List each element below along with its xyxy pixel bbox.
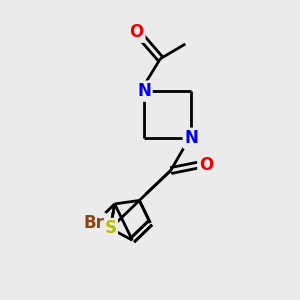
Text: Br: Br [84, 214, 104, 232]
Text: O: O [199, 156, 213, 174]
Text: N: N [184, 129, 198, 147]
Text: N: N [137, 82, 151, 100]
Text: S: S [104, 220, 116, 238]
Text: O: O [130, 23, 144, 41]
